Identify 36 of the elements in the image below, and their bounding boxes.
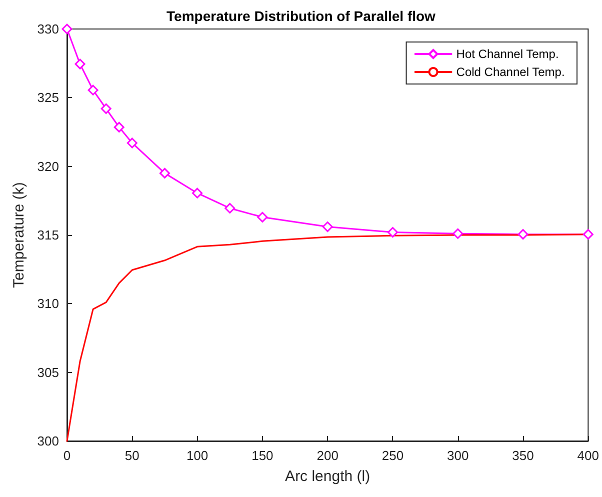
- x-tick-label: 100: [186, 448, 208, 463]
- point: [192, 188, 203, 198]
- x-tick-label: 300: [447, 448, 469, 463]
- point: [387, 227, 398, 238]
- x-tick-label: 250: [382, 448, 404, 463]
- point: [62, 24, 72, 34]
- y-tick-label: 320: [37, 158, 59, 174]
- x-tick-label: 350: [512, 448, 534, 463]
- legend-label: Hot Channel Temp.: [456, 47, 559, 61]
- point: [224, 202, 236, 214]
- y-tick-label: 325: [37, 90, 59, 106]
- point: [100, 103, 112, 114]
- x-tick-label: 200: [316, 448, 338, 463]
- y-tick-label: 310: [37, 296, 59, 312]
- point: [88, 84, 98, 96]
- point: [322, 222, 333, 232]
- point: [518, 229, 528, 240]
- chart-title: Temperature Distribution of Parallel flow: [166, 8, 436, 24]
- x-tick-label: 400: [577, 448, 600, 463]
- point: [452, 228, 464, 239]
- y-tick-label: 300: [37, 434, 59, 448]
- point: [74, 58, 86, 70]
- x-tick-label: 50: [124, 448, 140, 463]
- point: [126, 138, 138, 148]
- legend-label: Cold Channel Temp.: [456, 65, 565, 79]
- point: [114, 122, 124, 132]
- y-tick-label: 330: [37, 22, 59, 36]
- x-tick-label: 0: [63, 448, 71, 463]
- point: [159, 168, 170, 178]
- x-axis-title: Arc length (l): [285, 468, 370, 485]
- point: [582, 229, 594, 240]
- point: [257, 212, 268, 222]
- y-tick-label: 315: [37, 228, 59, 242]
- y-tick-label: 305: [37, 364, 59, 380]
- y-axis-title: Temperature (k): [10, 182, 28, 288]
- x-tick-label: 150: [252, 448, 274, 463]
